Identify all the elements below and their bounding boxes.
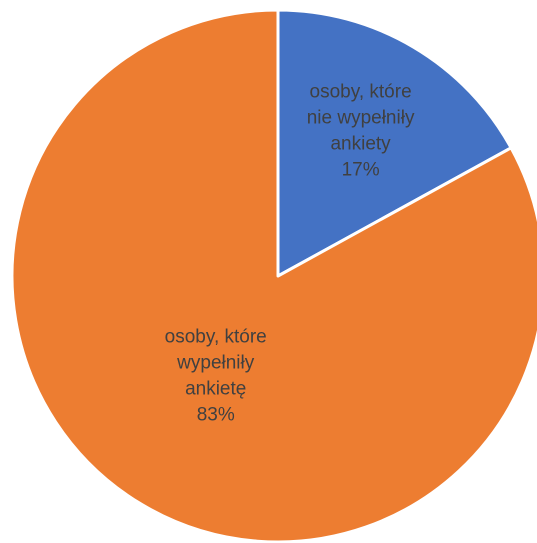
slice-label-line: ankiety [330,133,391,154]
pie-slice-0 [276,8,513,278]
pie-slices [10,8,537,543]
slice-label-line: osoby, które [310,81,412,102]
slice-label-line: wypełniły [176,352,255,373]
slice-labels: osoby, które nie wypełniły ankiety 17%osoby… [165,81,415,425]
slice-label-0: osoby, które nie wypełniły ankiety 17% [307,81,415,180]
slice-label-1: osoby, które wypełniły ankietę 83% [165,326,267,425]
slice-label-line: ankietę [185,378,246,399]
pie-slice-1 [10,8,537,543]
slice-label-line: osoby, które [165,326,267,347]
slice-percent-label: 83% [197,404,235,425]
slice-percent-label: 17% [342,159,380,180]
slice-label-line: nie wypełniły [307,107,415,128]
